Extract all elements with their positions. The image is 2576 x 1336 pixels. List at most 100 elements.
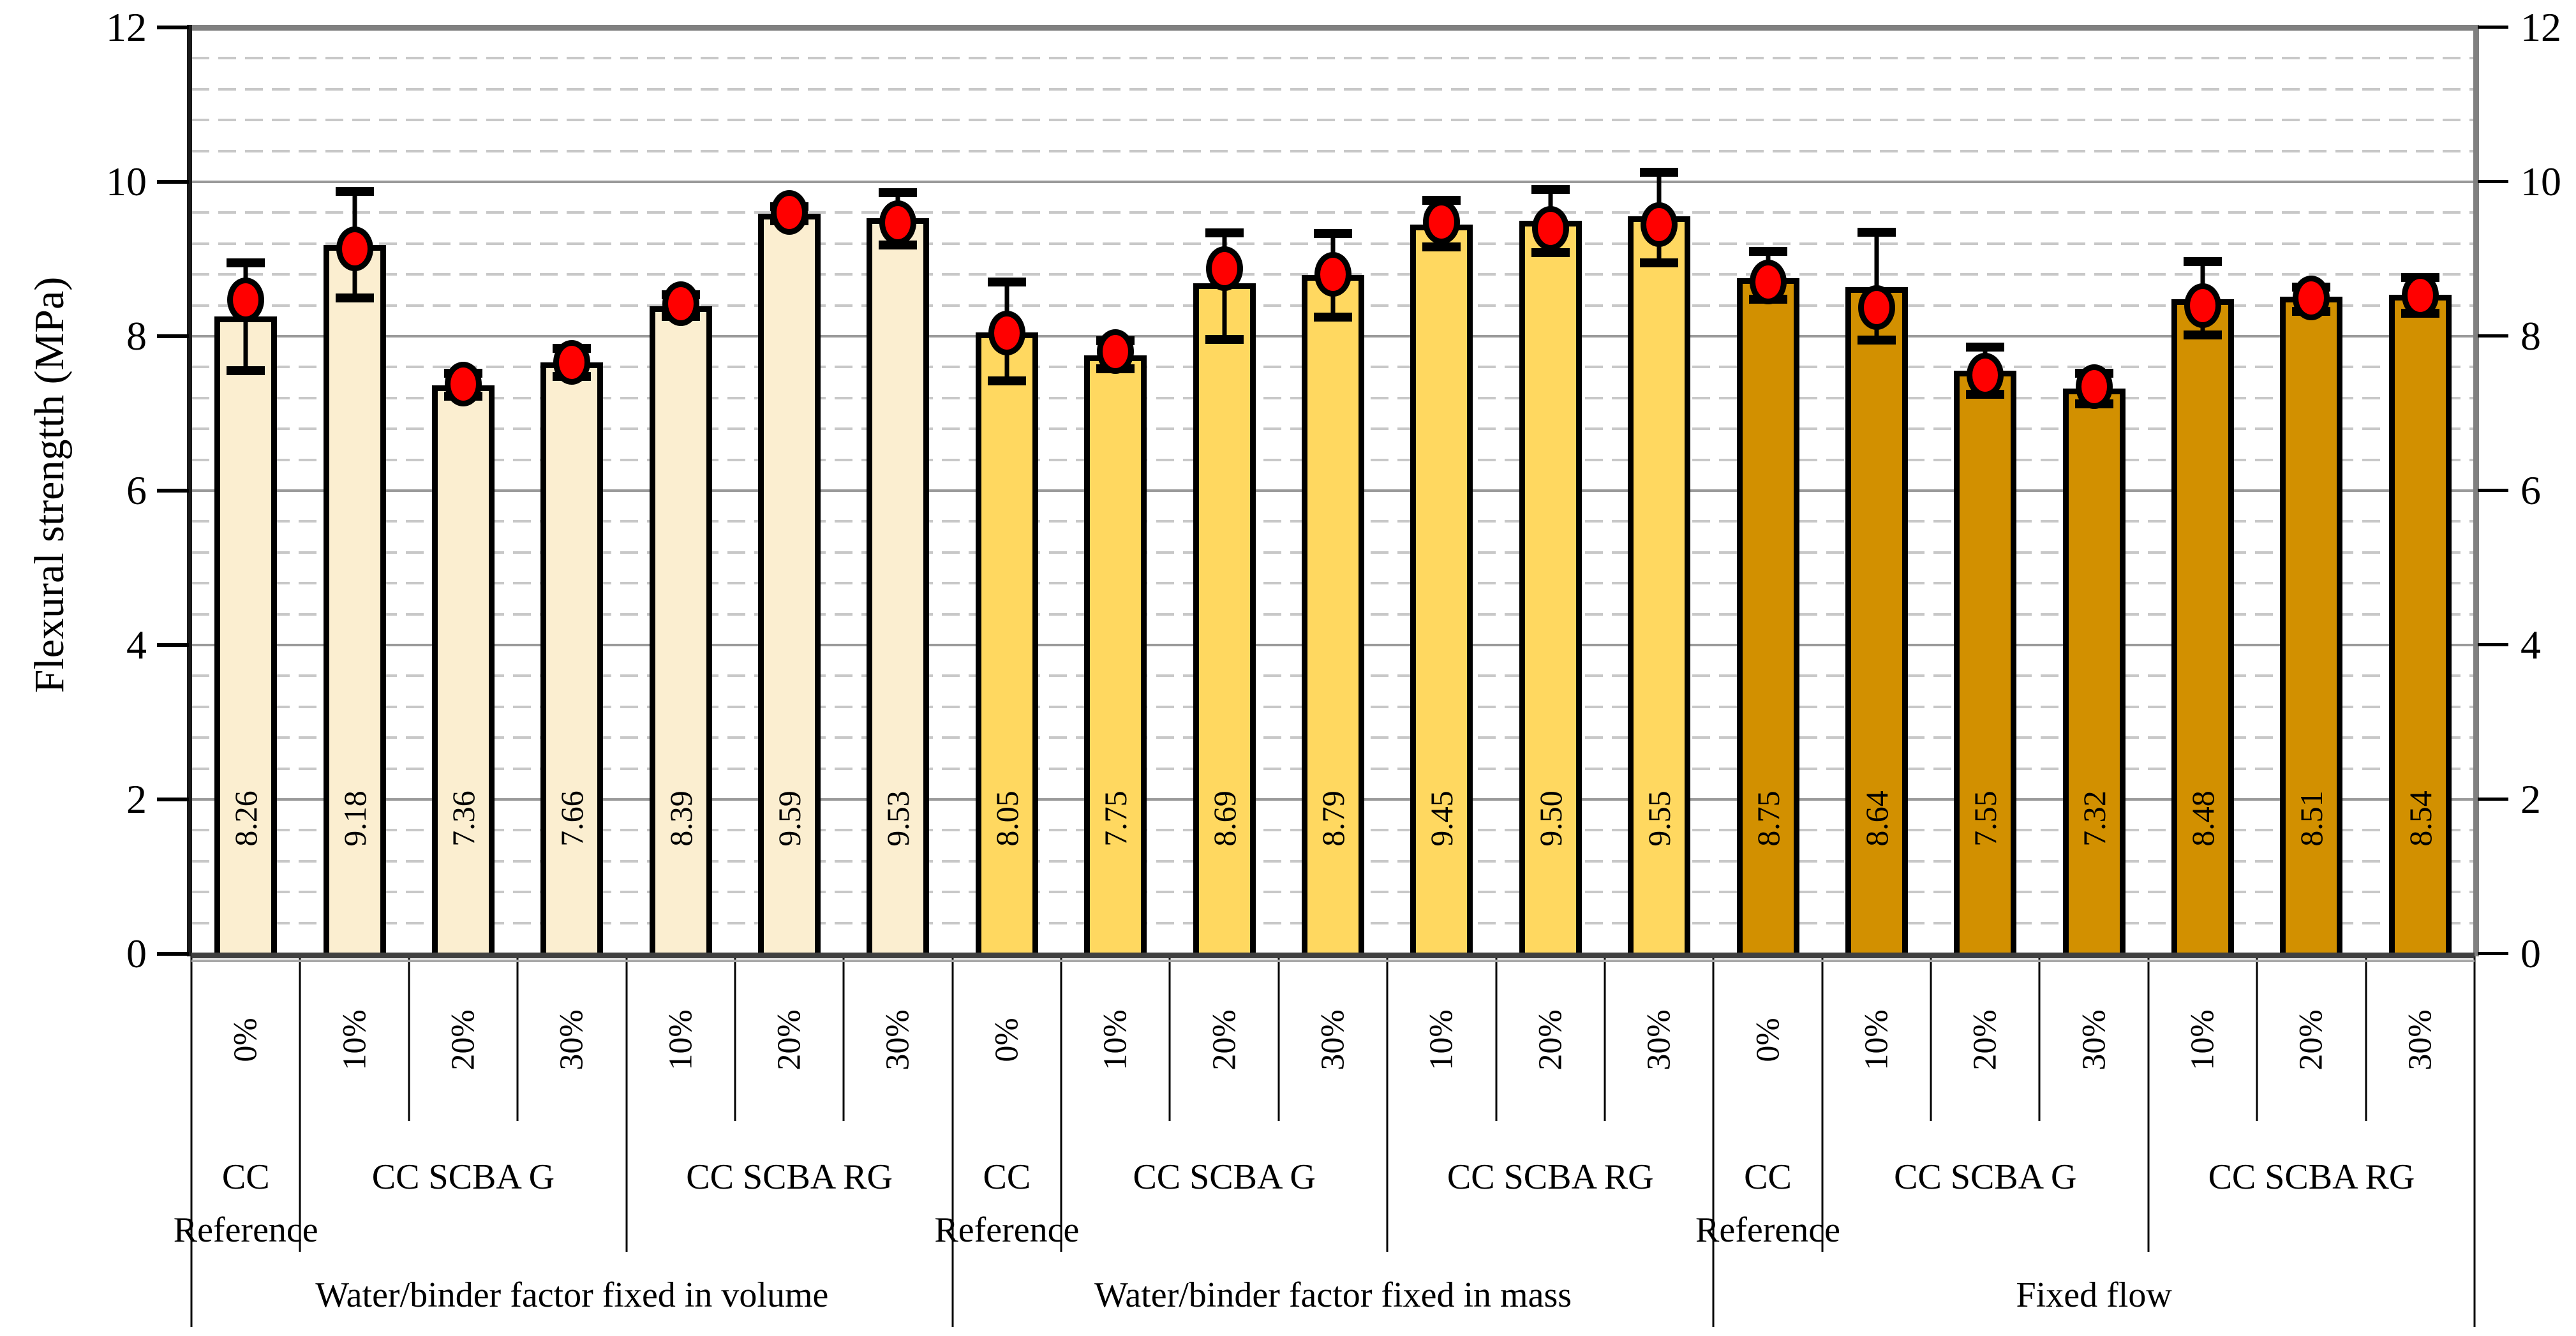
bar [1410, 224, 1473, 954]
minor-gridline [191, 149, 2475, 152]
y-tick-right [2478, 26, 2508, 29]
bar [431, 385, 495, 954]
x-group-label: CC [983, 1157, 1031, 1197]
bar [758, 213, 821, 954]
x-group-sublabel-reference: Reference [934, 1210, 1080, 1250]
bar [2171, 299, 2235, 954]
x-tick-label-percent: 0% [227, 1018, 264, 1062]
category-separator-line [299, 954, 301, 1252]
y-tick-left [157, 798, 189, 801]
category-separator-line [1930, 954, 1932, 1121]
mean-dot-marker [1858, 285, 1895, 330]
y-tick-right [2478, 180, 2508, 183]
y-tick-right [2478, 643, 2508, 646]
y-axis-tick-label-right: 2 [2520, 776, 2541, 822]
category-separator-line [2256, 954, 2258, 1121]
x-tick-label-percent: 30% [2076, 1009, 2113, 1071]
mean-dot-marker [1641, 202, 1678, 247]
category-separator-line [734, 954, 736, 1121]
error-bar-cap-top [1748, 246, 1787, 256]
mean-dot-marker [1205, 246, 1243, 291]
error-bar-cap-top [1966, 342, 2005, 352]
category-separator-line [1821, 954, 1824, 1252]
mean-dot-marker [2184, 283, 2222, 328]
category-separator-line [1604, 954, 1606, 1121]
y-axis-tick-label-right: 6 [2520, 468, 2541, 513]
y-tick-right [2478, 798, 2508, 801]
x-tick-label-percent: 30% [553, 1009, 590, 1071]
y-axis-tick-label-right: 4 [2520, 622, 2541, 667]
x-tick-label-percent: 20% [2293, 1009, 2330, 1071]
x-tick-label-percent: 30% [1314, 1009, 1351, 1071]
y-tick-right [2478, 489, 2508, 492]
category-separator-line [2147, 954, 2150, 1252]
category-separator-line [2365, 954, 2367, 1121]
x-group-label: CC SCBA G [1894, 1157, 2077, 1197]
category-separator-line [190, 954, 193, 1327]
x-group-label: CC SCBA G [1133, 1157, 1316, 1197]
error-bar-cap-bottom [2184, 330, 2222, 339]
y-axis-tick-label-left: 12 [106, 4, 147, 50]
y-axis-tick-label-right: 12 [2520, 4, 2561, 50]
bar [2280, 297, 2343, 954]
x-tick-label-percent: 20% [445, 1009, 482, 1071]
bar [540, 362, 604, 954]
bar [1302, 275, 1364, 954]
error-bar-cap-bottom [879, 241, 918, 250]
error-bar-cap-bottom [987, 376, 1026, 386]
y-axis-tick-label-left: 4 [126, 622, 147, 667]
bar [1084, 355, 1147, 954]
x-tick-label-percent: 20% [1967, 1009, 2004, 1071]
x-axis-baseline [191, 953, 2475, 958]
mean-dot-marker [771, 190, 808, 235]
x-axis-shadow [191, 960, 2475, 962]
mean-dot-marker [1423, 199, 1461, 244]
x-tick-label-percent: 20% [1206, 1009, 1243, 1071]
mean-dot-marker [1531, 205, 1569, 251]
x-group-label: CC SCBA RG [686, 1157, 893, 1197]
y-tick-right [2478, 952, 2508, 955]
x-tick-label-percent: 10% [1423, 1009, 1460, 1071]
plot-frame-top [191, 25, 2475, 31]
y-tick-left [157, 952, 189, 956]
y-axis-tick-label-left: 2 [126, 776, 147, 822]
y-tick-right [2478, 334, 2508, 338]
y-tick-left [157, 643, 189, 647]
y-axis-tick-label-left: 8 [126, 313, 147, 359]
y-axis-left [187, 25, 192, 956]
category-separator-line [1495, 954, 1498, 1121]
error-bar-cap-top [1857, 227, 1896, 237]
x-tick-label-percent: 10% [1858, 1009, 1895, 1071]
error-bar-cap-bottom [1857, 336, 1896, 345]
mean-dot-marker [444, 362, 482, 407]
y-tick-left [157, 334, 189, 338]
error-bar-cap-top [987, 278, 1026, 287]
error-bar-cap-top [1205, 228, 1244, 237]
y-axis-tick-label-left: 10 [106, 159, 147, 204]
mean-dot-marker [662, 281, 699, 327]
y-axis-tick-label-right: 0 [2520, 931, 2541, 976]
y-axis-tick-label-right: 8 [2520, 313, 2541, 359]
minor-gridline [191, 119, 2475, 122]
x-tick-label-percent: 0% [1750, 1018, 1787, 1062]
y-tick-left [157, 180, 189, 184]
error-bar-cap-bottom [1422, 242, 1461, 251]
y-tick-left [157, 489, 189, 493]
category-separator-line [1277, 954, 1280, 1121]
y-axis-tick-label-right: 10 [2520, 159, 2561, 204]
error-bar-cap-top [335, 186, 374, 196]
category-separator-line [842, 954, 845, 1121]
mean-dot-marker [227, 278, 265, 323]
major-gridline [191, 181, 2475, 183]
category-separator-line [1386, 954, 1389, 1252]
mean-dot-marker [336, 226, 373, 272]
x-tick-label-percent: 10% [2184, 1009, 2221, 1071]
x-group-label: CC SCBA RG [2208, 1157, 2415, 1197]
x-section-label: Fixed flow [2016, 1275, 2172, 1315]
x-section-label: Water/binder factor fixed in volume [315, 1275, 829, 1315]
x-group-label: CC SCBA G [371, 1157, 555, 1197]
error-bar-cap-top [1531, 185, 1570, 195]
x-tick-label-percent: 10% [1097, 1009, 1134, 1071]
bar [1193, 283, 1256, 954]
error-bar-cap-bottom [227, 366, 265, 376]
